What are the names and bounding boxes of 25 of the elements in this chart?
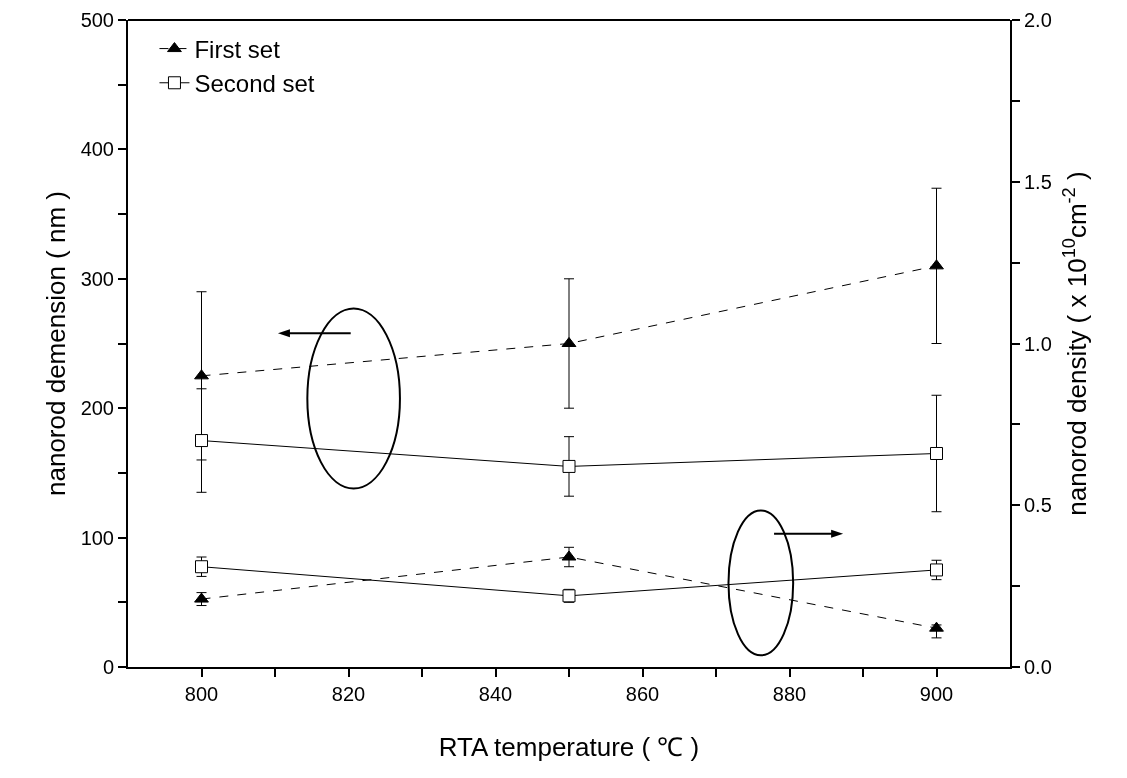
legend-label: First set <box>194 35 281 63</box>
y2-tick-label: 0.0 <box>1024 656 1052 678</box>
point <box>562 459 576 473</box>
y-tick-label: 200 <box>80 397 114 420</box>
y2-tick-label: 2.0 <box>1024 9 1052 31</box>
x-tick-label: 900 <box>919 683 954 705</box>
y2-tick-label: 0.5 <box>1024 494 1052 517</box>
y-tick-label: 0 <box>102 656 114 678</box>
x-axis-title: RTA temperature ( ℃ ) <box>438 732 700 762</box>
y-tick-label: 400 <box>80 138 114 161</box>
y-axis-title: nanorod demension ( nm ) <box>41 191 71 496</box>
point <box>194 369 209 380</box>
y-tick-label: 300 <box>80 267 114 290</box>
x-tick-label: 880 <box>772 683 807 705</box>
y-tick-label: 100 <box>80 526 114 549</box>
y-tick-label: 500 <box>80 9 114 31</box>
x-tick-label: 800 <box>184 683 219 705</box>
y2-tick-label: 1.5 <box>1024 170 1052 193</box>
point <box>195 434 208 448</box>
y2-tick-label: 1.0 <box>1024 332 1052 355</box>
legend-label: Second set <box>194 70 315 98</box>
point <box>929 259 944 270</box>
x-tick-label: 860 <box>625 683 660 705</box>
x-tick-label: 820 <box>331 683 366 705</box>
x-tick-label: 840 <box>478 683 513 705</box>
